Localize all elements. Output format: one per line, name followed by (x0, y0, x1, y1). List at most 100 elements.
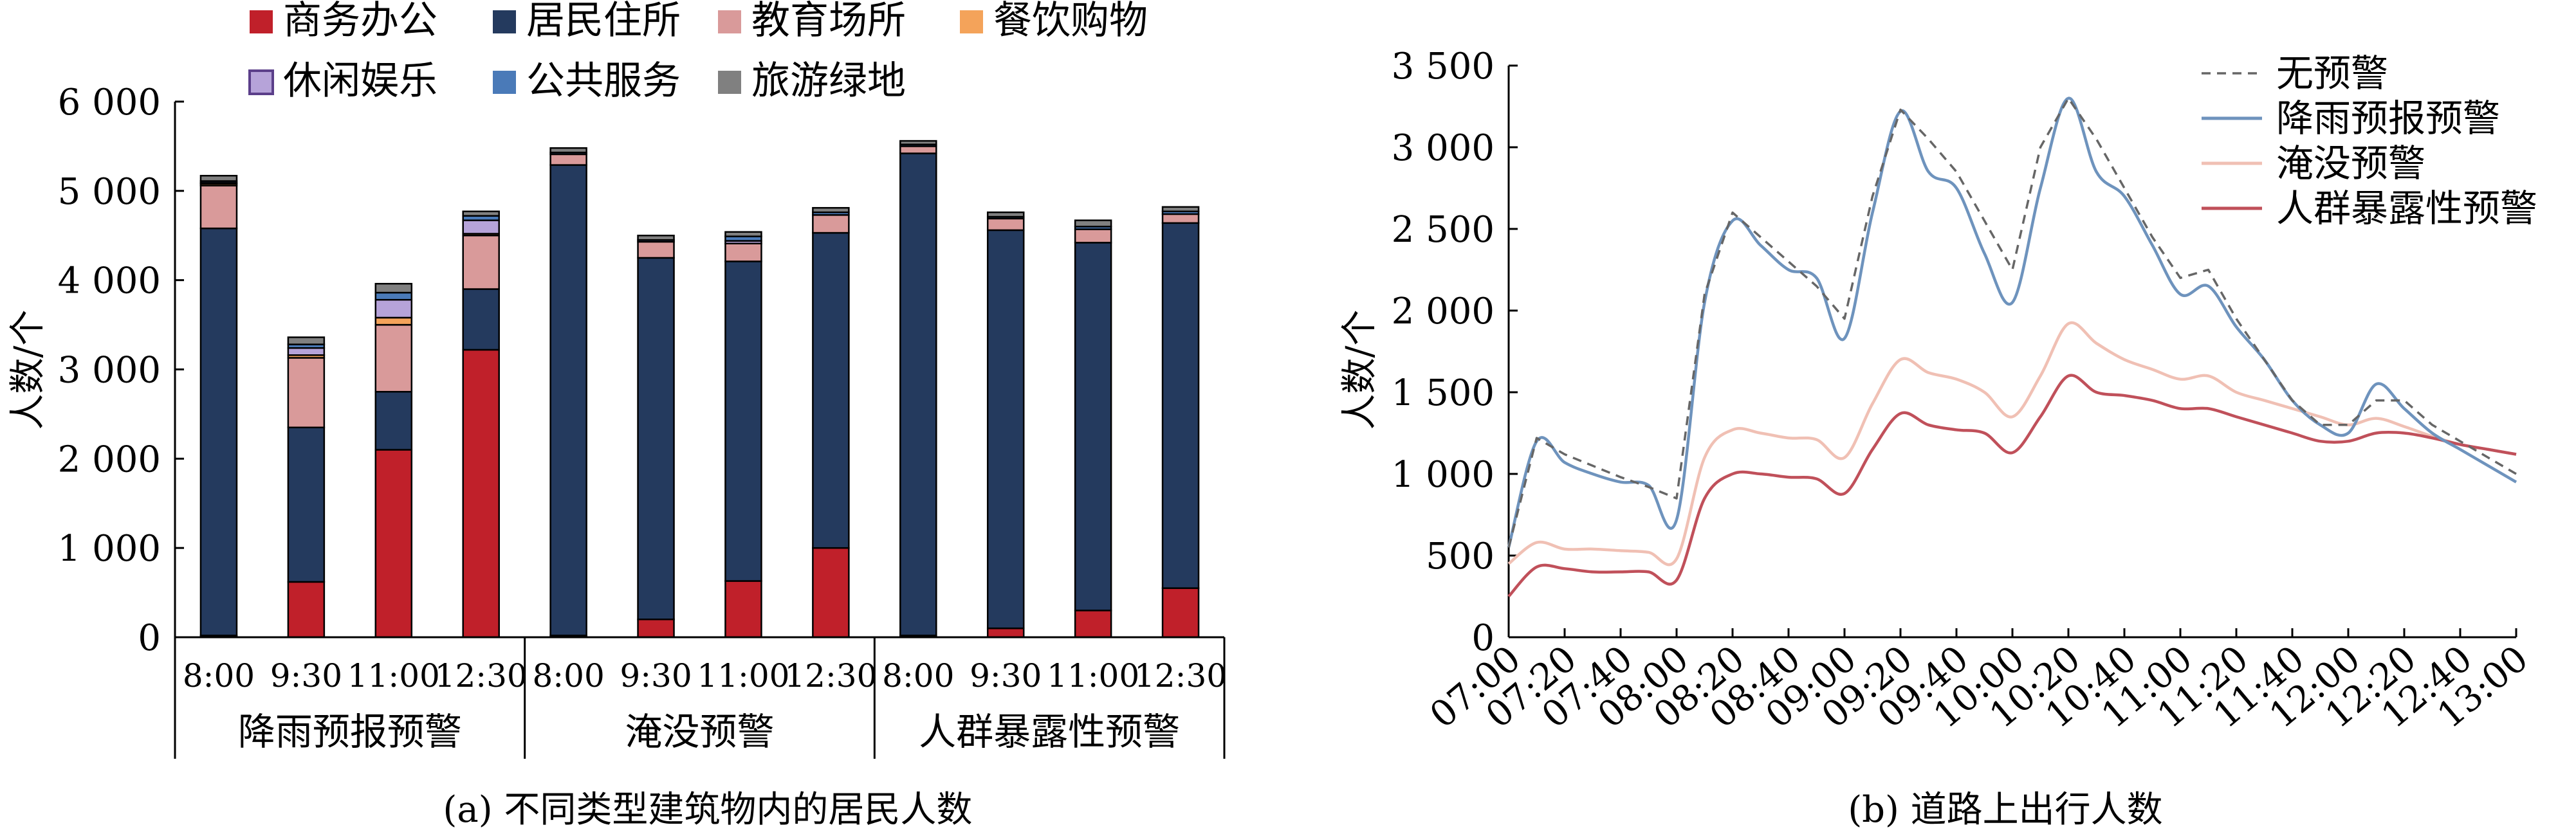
bar-segment (462, 349, 500, 639)
bar-segment (199, 174, 238, 182)
bar-x-tick-label: 12:30 (1134, 657, 1227, 694)
bar-segment (724, 231, 762, 237)
line-y-tick-label: 1 500 (1392, 372, 1495, 414)
line-series (1507, 96, 2517, 548)
bar-legend-swatch (718, 10, 741, 33)
bar-group-label: 人群暴露性预警 (919, 710, 1180, 754)
bar-segment (374, 316, 413, 326)
line-y-tick-label: 1 000 (1392, 454, 1495, 496)
line-y-tick-label: 500 (1426, 536, 1495, 577)
bar-segment (287, 336, 326, 345)
bar-x-tick-label: 9:30 (270, 657, 342, 694)
bar-y-tick-label: 0 (138, 617, 161, 659)
bar-segment (549, 164, 587, 637)
bar-legend-swatch (250, 10, 273, 33)
bar-segment (374, 298, 413, 319)
bar-segment (899, 145, 937, 154)
bar-x-tick-label: 11:00 (347, 657, 440, 694)
bar-segment (287, 581, 326, 639)
line-plot-area (1507, 96, 2517, 598)
line-chart-caption: (b) 道路上出行人数 (1848, 789, 2162, 831)
bar-x-tick-label: 8:00 (532, 657, 604, 694)
bar-legend-swatch (493, 10, 516, 33)
bar-segment (1161, 206, 1200, 213)
line-chart: 0 500 1 000 1 500 2 000 2 500 3 000 3 500 07:00… (1339, 46, 2537, 831)
bar-plot-area (199, 140, 1200, 639)
bar-segment (724, 580, 762, 639)
bar-y-tick-label: 5 000 (58, 171, 161, 213)
bar-segment (199, 185, 238, 230)
bar-segment (986, 217, 1025, 231)
line-x-axis: 07:0007:2007:4008:0008:2008:4009:0009:20… (1422, 628, 2536, 736)
bar-legend-label: 休闲娱乐 (283, 59, 437, 104)
bar-segment (549, 153, 587, 166)
bar-legend-label: 旅游绿地 (751, 59, 906, 104)
bar-segment (986, 211, 1025, 218)
bar-y-axis-title: 人数/个 (7, 310, 49, 430)
line-legend-label: 淹没预警 (2276, 141, 2425, 185)
line-series (1507, 321, 2517, 567)
bar-segment (899, 152, 937, 637)
line-y-tick-label: 3 000 (1392, 127, 1495, 169)
bar-segment (462, 219, 500, 235)
bar-segment (812, 231, 850, 549)
bar-y-tick-label: 2 000 (58, 439, 161, 480)
bar-segment (1074, 219, 1112, 228)
line-y-axis-title: 人数/个 (1339, 310, 1381, 430)
bar-segment (462, 235, 500, 290)
bar-segment (1161, 222, 1200, 589)
bar-y-tick-label: 1 000 (58, 528, 161, 570)
bar-segment (899, 140, 937, 145)
bar-x-tick-label: 9:30 (970, 657, 1042, 694)
line-y-tick-label: 3 500 (1392, 46, 1495, 87)
line-legend-label: 人群暴露性预警 (2276, 186, 2537, 230)
line-legend-label: 无预警 (2276, 51, 2388, 95)
bar-segment (287, 347, 326, 356)
bar-legend-label: 居民住所 (526, 0, 681, 43)
bar-legend-swatch (493, 71, 516, 94)
bar-segment (462, 288, 500, 351)
line-series (1507, 97, 2517, 548)
line-y-tick-label: 0 (1471, 617, 1495, 659)
bar-segment (637, 257, 675, 621)
bar-x-tick-label: 11:00 (1047, 657, 1139, 694)
bar-segment (986, 627, 1025, 639)
bar-segment (374, 282, 413, 294)
bar-legend-label: 餐饮购物 (993, 0, 1148, 43)
bar-chart-caption: (a) 不同类型建筑物内的居民人数 (443, 789, 973, 831)
bar-x-tick-label: 8:00 (882, 657, 954, 694)
bar-segment (462, 210, 500, 217)
bar-segment (724, 242, 762, 262)
bar-segment (374, 449, 413, 639)
bar-x-tick-label: 11:00 (697, 657, 789, 694)
bar-x-tick-label: 12:30 (784, 657, 877, 694)
line-y-tick-label: 2 000 (1392, 291, 1495, 332)
bar-segment (199, 227, 238, 637)
bar-segment (637, 618, 675, 639)
bar-group-label: 淹没预警 (625, 710, 774, 754)
bar-segment (1074, 242, 1112, 612)
bar-segment (637, 235, 675, 241)
bar-x-tick-label: 9:30 (620, 657, 692, 694)
bar-segment (549, 147, 587, 154)
line-series (1507, 374, 2517, 598)
bar-y-tick-label: 6 000 (58, 82, 161, 123)
bar-segment (1161, 587, 1200, 639)
bar-segment (812, 214, 850, 234)
bar-segment (812, 547, 850, 639)
bar-segment (986, 229, 1025, 630)
bar-x-tick-label: 12:30 (435, 657, 528, 694)
bar-segment (374, 390, 413, 451)
bar-segment (374, 291, 413, 301)
bar-legend-swatch (248, 69, 274, 95)
bar-segment (1074, 228, 1112, 244)
bar-legend-label: 公共服务 (526, 59, 681, 104)
line-y-tick-label: 2 500 (1392, 209, 1495, 251)
bar-y-tick-label: 4 000 (58, 260, 161, 302)
bar-segment (287, 357, 326, 428)
bar-segment (724, 260, 762, 582)
